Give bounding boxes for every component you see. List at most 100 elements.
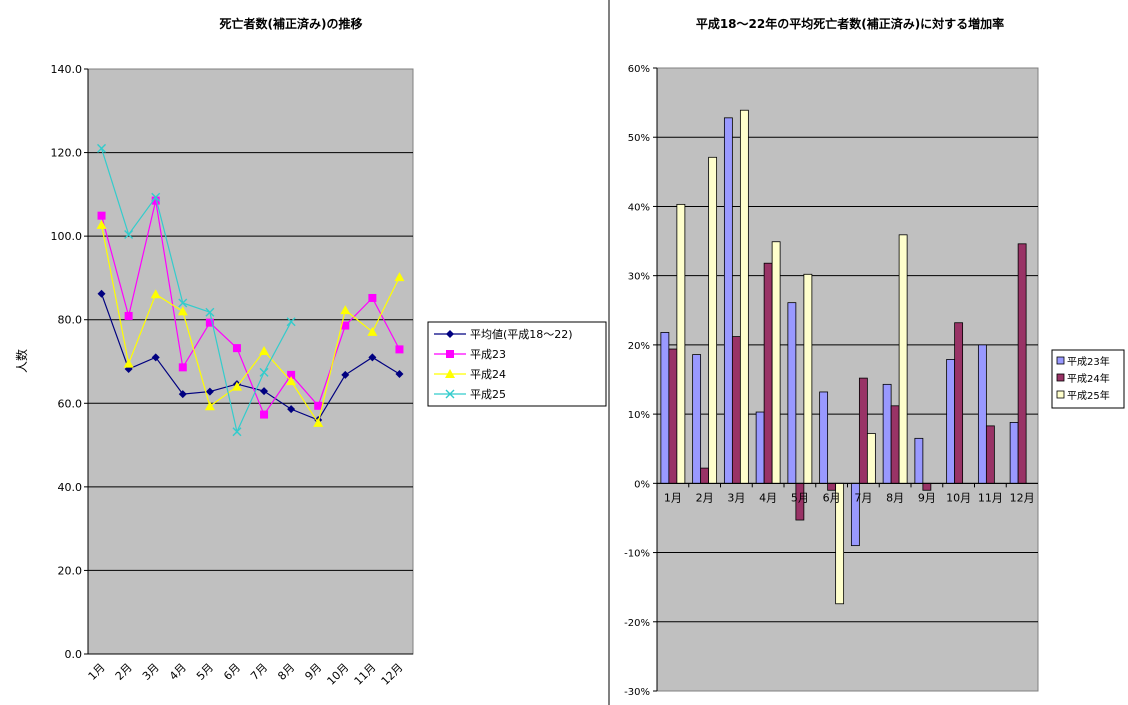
bar [858, 377, 868, 484]
line-point [394, 272, 405, 282]
bar [739, 109, 749, 484]
line-x-tick-label: 6月 [221, 661, 243, 683]
bar [755, 411, 765, 484]
line-legend-label: 平成24 [470, 368, 506, 381]
line-point [205, 318, 214, 327]
line-point [123, 358, 134, 368]
line-y-tick-label: 120.0 [51, 147, 83, 160]
line-point [287, 405, 296, 414]
line-point [177, 306, 188, 316]
line-series [97, 143, 296, 437]
bar-x-tick-label: 4月 [759, 491, 777, 504]
line-point [151, 353, 160, 362]
bar [676, 203, 686, 484]
bar [771, 241, 781, 484]
bar-y-tick-label: 10% [628, 410, 650, 421]
line-point [97, 211, 106, 220]
line-point [446, 350, 454, 358]
bar-legend-label: 平成23年 [1067, 355, 1110, 368]
bar [660, 332, 670, 484]
line-point-stroke [232, 427, 242, 437]
bar-chart: 平成18〜22年の平均死亡者数(補正済み)に対する増加率 -30% -20% -10… [624, 16, 1125, 698]
line-legend: 平均値(平成18〜22) 平成23 平成24 平成25 [427, 321, 607, 407]
bar [803, 273, 813, 484]
line-x-tick-label: 9月 [302, 661, 324, 683]
bar-x-tick-label: 9月 [918, 491, 936, 504]
bar [922, 482, 932, 491]
line-y-tick-label: 20.0 [58, 564, 83, 577]
line-point [287, 370, 296, 379]
line-y-tick-label: 0.0 [65, 648, 83, 661]
line-point [232, 344, 241, 353]
bar-plot-area [656, 67, 1039, 692]
line-series-path [100, 293, 400, 421]
bar-x-tick-label: 8月 [886, 491, 904, 504]
bar-x-tick-label: 12月 [1010, 491, 1035, 504]
line-point [286, 317, 296, 327]
line-chart-y-axis-label: 人数 [14, 349, 29, 373]
line-x-tick-label: 5月 [194, 661, 216, 683]
line-point [286, 376, 297, 386]
bar-x-tick-label: 11月 [978, 491, 1003, 504]
line-point [178, 390, 187, 399]
bar [898, 234, 908, 484]
bar-x-tick-label: 6月 [823, 491, 841, 504]
bar-y-tick-label: 20% [628, 341, 650, 352]
bar [700, 467, 710, 484]
bar [692, 354, 702, 484]
line-point [395, 345, 404, 354]
bar-y-tick-label: 30% [628, 272, 650, 283]
bar [708, 156, 718, 484]
line-point [96, 219, 107, 229]
line-y-tick-label: 60.0 [58, 397, 83, 410]
bar [819, 391, 829, 484]
bar [827, 482, 837, 491]
bar-y-tick-label: -20% [624, 618, 650, 629]
bar [954, 322, 964, 484]
line-plot-area [87, 68, 414, 655]
line-point-stroke [151, 192, 161, 202]
bar-y-tick-label: 40% [628, 202, 650, 213]
line-series-path [100, 200, 400, 416]
line-series-path [100, 148, 292, 434]
line-point [314, 401, 323, 410]
line-point [260, 387, 269, 396]
bar [787, 302, 797, 484]
line-chart-title: 死亡者数(補正済み)の推移 [220, 16, 363, 31]
line-y-tick-label: 140.0 [51, 63, 83, 76]
bar-x-tick-label: 1月 [664, 491, 682, 504]
bar-x-tick-label: 5月 [791, 491, 809, 504]
line-point [368, 353, 377, 362]
line-point [367, 326, 378, 336]
line-point [205, 387, 214, 396]
bar-x-tick-label: 10月 [946, 491, 971, 504]
bar-y-tick-label: 50% [628, 133, 650, 144]
bar-legend-label: 平成24年 [1067, 372, 1110, 385]
line-legend-label: 平均値(平成18〜22) [470, 328, 573, 341]
line-point [231, 381, 242, 391]
line-x-tick-label: 2月 [113, 661, 135, 683]
line-point [445, 389, 455, 399]
line-x-tick-label: 4月 [167, 661, 189, 683]
bar-x-tick-label: 3月 [727, 491, 745, 504]
bar [882, 383, 892, 484]
line-legend-label: 平成25 [470, 388, 506, 401]
bar [985, 425, 995, 484]
line-point-stroke [124, 229, 134, 239]
line-point [445, 369, 455, 378]
bar-legend-label: 平成25年 [1067, 389, 1110, 402]
line-series [96, 219, 405, 427]
line-point-stroke [97, 143, 107, 153]
line-point [97, 143, 107, 153]
bar-y-tick-label: 0% [634, 479, 650, 490]
line-y-tick-label: 40.0 [58, 481, 83, 494]
line-legend-box [427, 321, 607, 407]
line-point [446, 330, 454, 338]
line-point [205, 307, 215, 317]
bar-legend-swatch [1056, 373, 1065, 382]
bar [890, 405, 900, 484]
line-point [178, 363, 187, 372]
line-x-tick-label: 10月 [325, 661, 352, 688]
line-x-tick-label: 8月 [275, 661, 297, 683]
